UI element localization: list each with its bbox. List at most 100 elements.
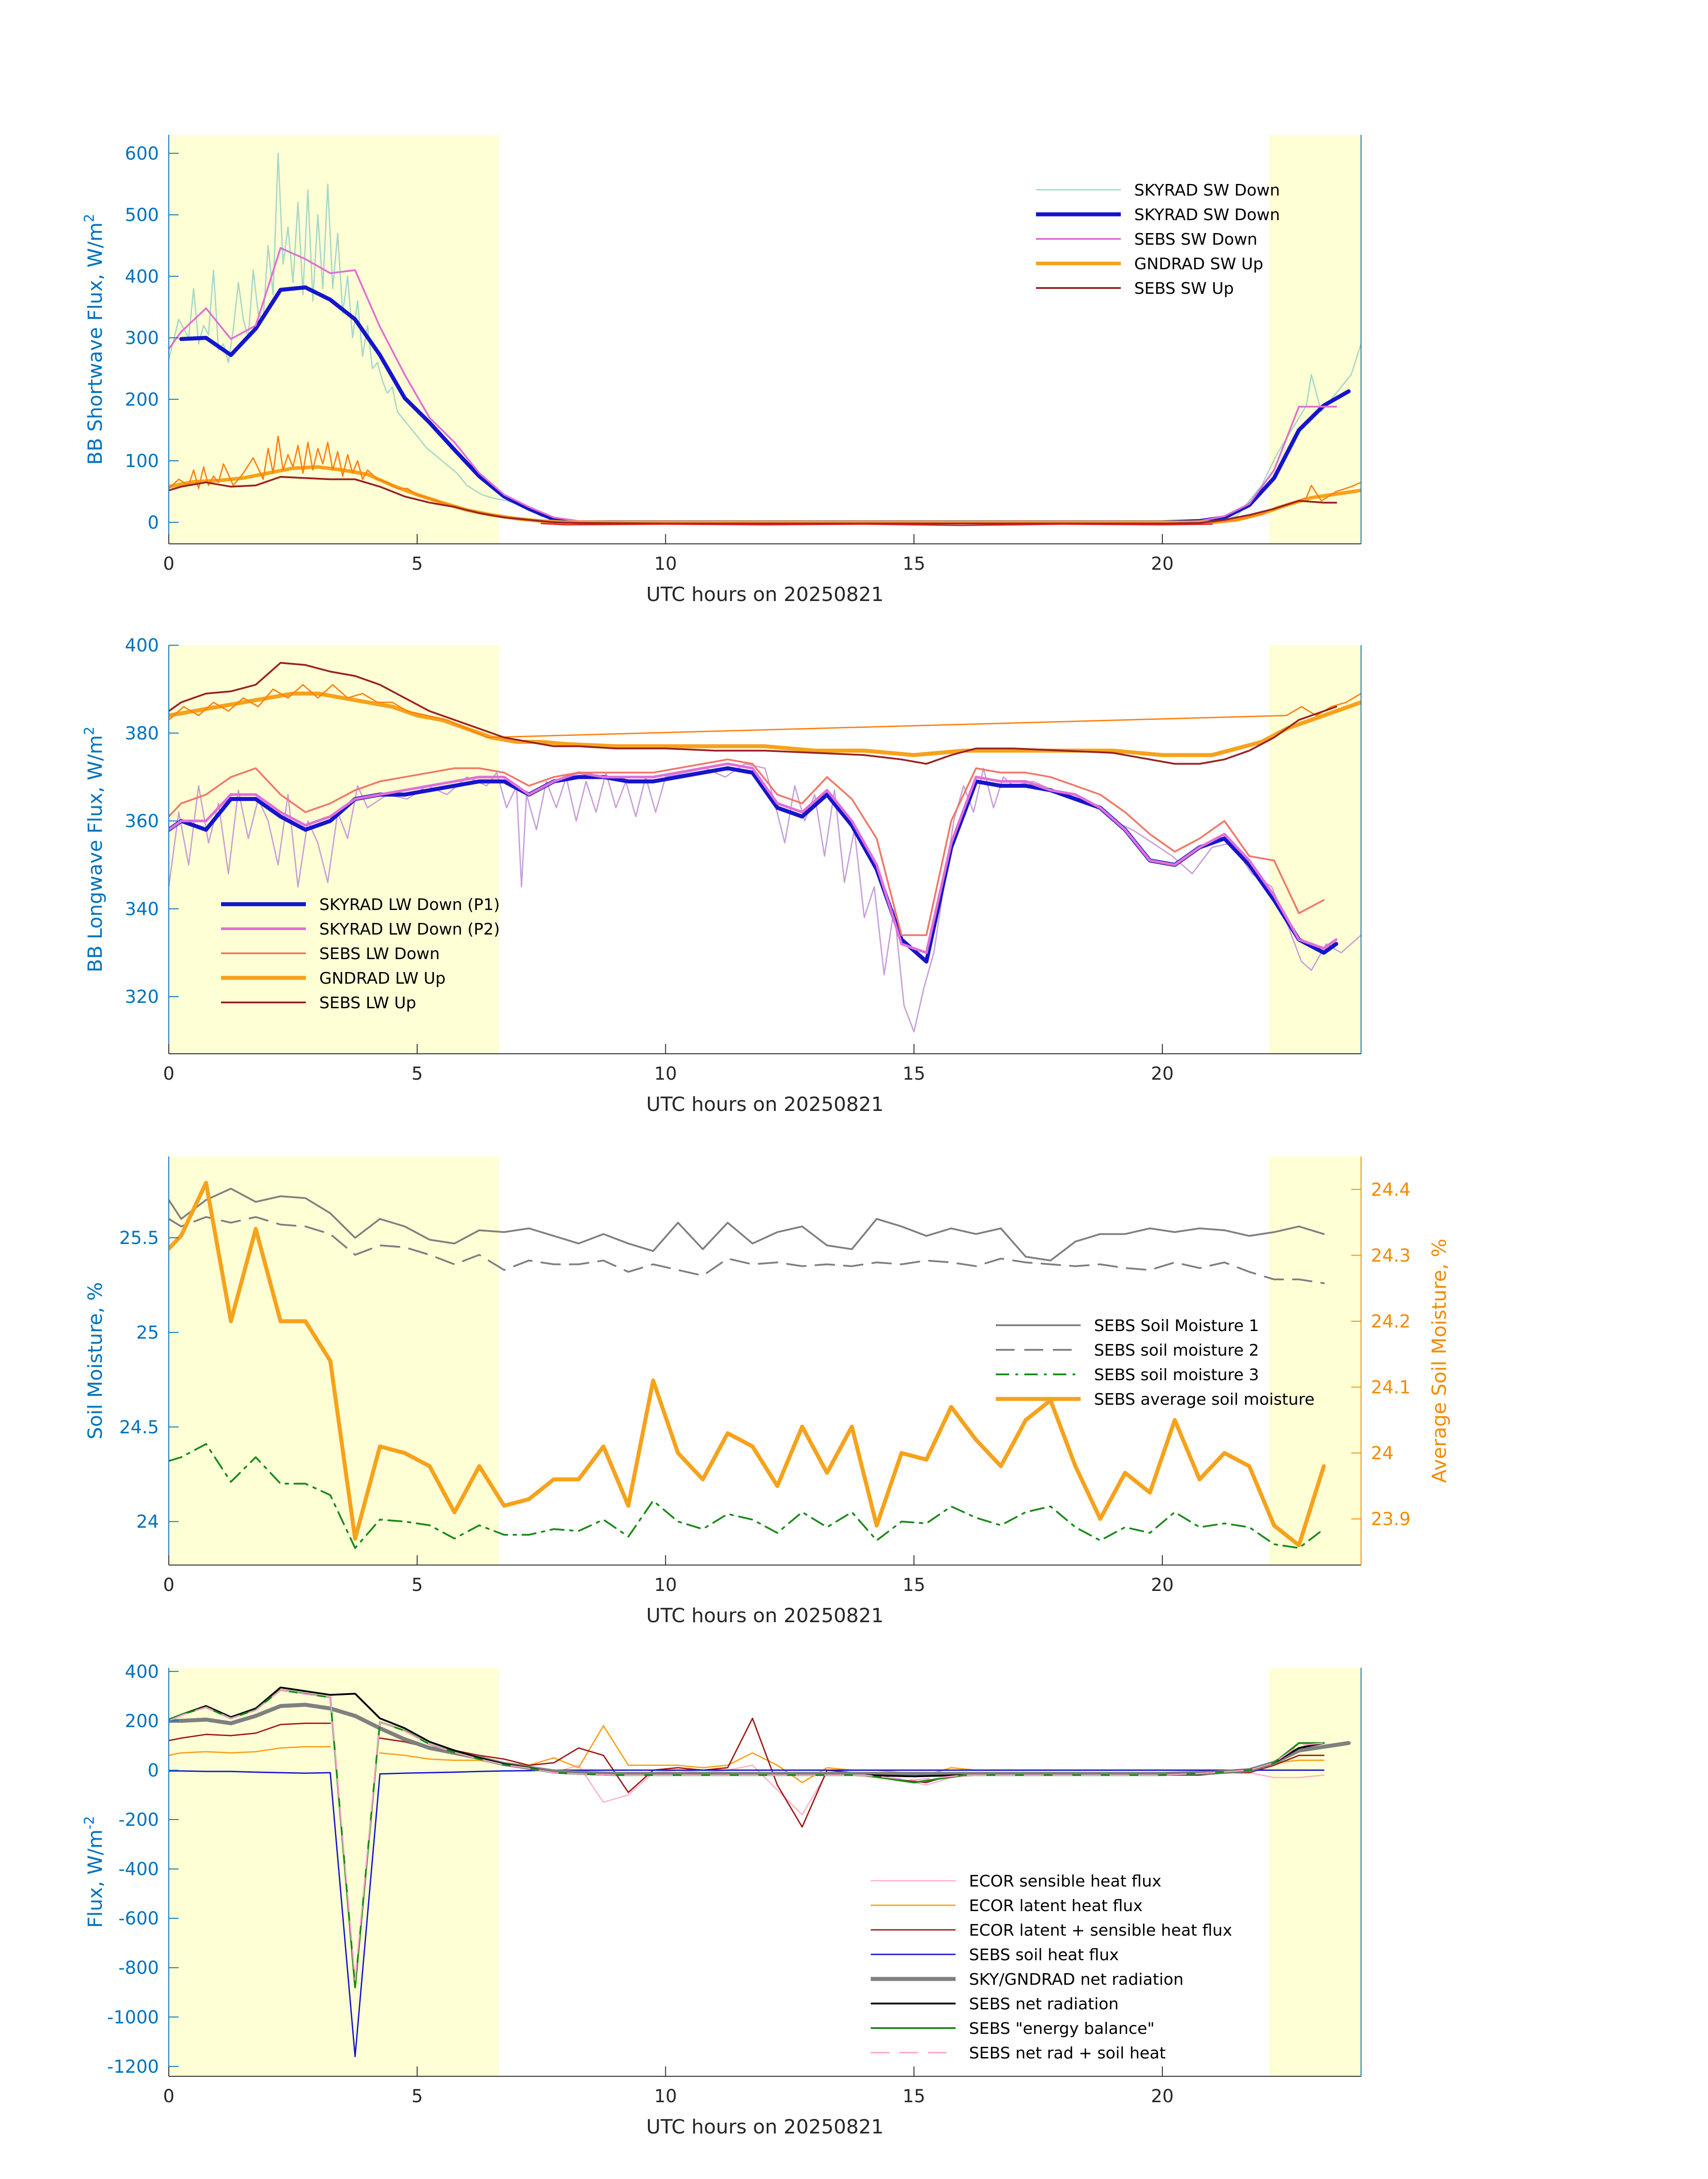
series-line-gndrad-lw-up <box>169 691 1361 757</box>
legend-entry-label: SEBS soil heat flux <box>969 1946 1119 1964</box>
x-tick-label: 10 <box>654 2086 677 2107</box>
x-tick-label: 0 <box>163 1064 174 1084</box>
x-axis-label: UTC hours on 20250821 <box>646 1093 884 1116</box>
x-tick-label: 5 <box>412 2086 423 2107</box>
y-tick-label: -200 <box>118 1810 159 1830</box>
y2-tick-label: 24 <box>1371 1443 1394 1464</box>
y-axis-label-text: Flux, W/m <box>84 1829 107 1928</box>
y-tick-label: 360 <box>125 811 159 832</box>
y2-tick-label: 24.4 <box>1371 1180 1411 1200</box>
x-tick-label: 20 <box>1151 2086 1174 2107</box>
y-tick-label: -1000 <box>107 2007 159 2028</box>
x-tick-label: 10 <box>654 1575 677 1595</box>
y-axis-label: BB Shortwave Flux, W/m2 <box>82 214 107 465</box>
series-line-skyrad-lw-down-p2 <box>169 762 1338 954</box>
legend-entry-label: SEBS LW Up <box>319 994 416 1012</box>
y-tick-label: -400 <box>118 1859 159 1880</box>
y-tick-label: 500 <box>125 205 159 225</box>
y2-axis-label: Average Soil Moisture, % <box>1428 1239 1451 1483</box>
y2-tick-label: 24.3 <box>1371 1245 1411 1266</box>
y-tick-label: -600 <box>118 1908 159 1929</box>
y-tick-label: -800 <box>118 1958 159 1979</box>
series-line-sky-gndrad-net-radiation <box>169 1703 1351 1776</box>
plot-area <box>169 152 1361 526</box>
y-tick-label: 200 <box>125 1711 159 1732</box>
y-axis-label-text: BB Shortwave Flux, W/m <box>84 222 107 465</box>
x-tick-label: 5 <box>412 554 423 574</box>
shaded-region <box>169 1668 499 2076</box>
legend-entry-label: SEBS LW Down <box>319 945 440 963</box>
y2-tick-label: 23.9 <box>1371 1509 1411 1530</box>
legend-entry-label: SEBS SW Down <box>1134 230 1257 249</box>
series-line-sebs-lw-up <box>169 662 1337 765</box>
y-axis-label-superscript: 2 <box>82 726 97 735</box>
series-line-unlabeled <box>540 523 1213 526</box>
y-tick-label: 380 <box>125 723 159 744</box>
legend-entry-label: SEBS soil moisture 2 <box>1094 1341 1259 1360</box>
legend-entry-label: SEBS net radiation <box>969 1995 1119 2013</box>
series-line-sebs-lw-down <box>169 758 1325 936</box>
legend-entry-label: SEBS soil moisture 3 <box>1094 1366 1259 1384</box>
plot-area <box>169 662 1361 1033</box>
series-line-skyrad-sw-down <box>179 285 1351 525</box>
x-tick-label: 5 <box>412 1575 423 1595</box>
y-tick-label: 400 <box>125 1661 159 1682</box>
legend: SKYRAD LW Down (P1) SKYRAD LW Down (P2) SE… <box>221 896 500 1012</box>
y-tick-label: -1200 <box>107 2057 159 2077</box>
y-tick-label: 400 <box>125 267 159 287</box>
y-axis-label: Soil Moisture, % <box>84 1282 107 1439</box>
y-tick-label: 300 <box>125 328 159 349</box>
y-tick-label: 0 <box>148 513 159 533</box>
legend-entry-label: SEBS average soil moisture <box>1094 1390 1315 1409</box>
y-axis-label-text: Soil Moisture, % <box>84 1282 107 1439</box>
y-axis-label: BB Longwave Flux, W/m2 <box>82 726 107 973</box>
series-line-unlabeled <box>169 684 1361 739</box>
legend-entry-label: SKYRAD SW Down <box>1134 206 1280 224</box>
plot-area <box>169 1181 1326 1549</box>
y-tick-label: 100 <box>125 451 159 472</box>
series-line-sebs-soil-moisture-3 <box>169 1443 1325 1549</box>
legend-entry-label: ECOR latent + sensible heat flux <box>969 1921 1232 1940</box>
x-tick-label: 0 <box>163 1575 174 1595</box>
x-tick-label: 5 <box>412 1064 423 1084</box>
x-tick-label: 15 <box>902 554 925 574</box>
x-axis-label: UTC hours on 20250821 <box>646 1604 884 1627</box>
x-tick-label: 20 <box>1151 554 1174 574</box>
legend-entry-label: ECOR sensible heat flux <box>969 1872 1161 1891</box>
legend-entry-label: SKYRAD LW Down (P1) <box>319 896 500 914</box>
y-tick-label: 25 <box>136 1323 159 1343</box>
legend-entry-label: SEBS "energy balance" <box>969 2020 1155 2038</box>
series-line-sebs-net-rad-soil-heat <box>169 1689 1325 1981</box>
y-tick-label: 320 <box>125 987 159 1007</box>
y-axis-label-text: BB Longwave Flux, W/m <box>84 735 107 973</box>
y-tick-label: 600 <box>125 143 159 164</box>
y-tick-label: 200 <box>125 389 159 410</box>
legend: SKYRAD SW Down SKYRAD SW Down SEBS SW Down… <box>1036 181 1280 298</box>
x-tick-label: 15 <box>902 2086 925 2107</box>
panel-4: 0 5 10 15 20 -1200 -1000 -800 -600 -400 -200 0 200 40… <box>82 1661 1361 2138</box>
x-axis-label: UTC hours on 20250821 <box>646 2116 884 2138</box>
legend-entry-label: SKYRAD SW Down <box>1134 181 1280 200</box>
legend: SEBS Soil Moisture 1 SEBS soil moisture 2… <box>996 1317 1315 1409</box>
series-line-sebs-average-soil-moisture <box>169 1181 1326 1548</box>
shaded-region <box>169 645 499 1054</box>
x-tick-label: 20 <box>1151 1575 1174 1595</box>
series-line-sebs-soil-moisture-1 <box>169 1188 1325 1261</box>
series-line-gndrad-sw-up <box>169 435 1361 524</box>
series-line-sebs-sw-up <box>169 476 1337 525</box>
x-tick-label: 15 <box>902 1064 925 1084</box>
y-axis-label: Flux, W/m-2 <box>82 1816 107 1928</box>
legend-entry-label: GNDRAD LW Up <box>319 969 446 988</box>
legend-entry-label: SKYRAD LW Down (P2) <box>319 920 500 939</box>
shaded-region <box>1269 1668 1361 2076</box>
shaded-region <box>1269 1156 1361 1565</box>
plot-area <box>169 1686 1351 2058</box>
y-tick-label: 0 <box>148 1760 159 1781</box>
series-line-ecor-sensible-heat-flux <box>478 1759 1325 1816</box>
y-axis-label-superscript: 2 <box>82 214 97 222</box>
x-tick-label: 10 <box>654 1064 677 1084</box>
x-tick-label: 20 <box>1151 1064 1174 1084</box>
series-line-sebs-sw-down <box>169 247 1337 523</box>
